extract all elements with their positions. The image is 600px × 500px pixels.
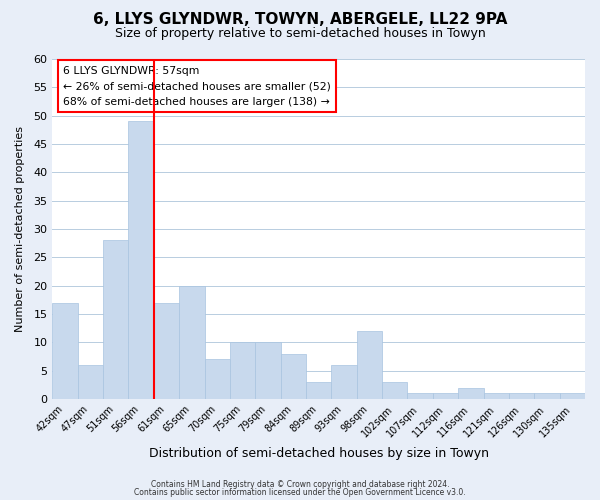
Bar (484, 394, 509, 399)
Bar (560, 394, 585, 399)
Bar (382, 382, 407, 399)
Text: Size of property relative to semi-detached houses in Towyn: Size of property relative to semi-detach… (115, 28, 485, 40)
Bar (205, 360, 230, 399)
Bar (281, 354, 306, 399)
Bar (534, 394, 560, 399)
Bar (331, 365, 357, 399)
Bar (179, 286, 205, 399)
X-axis label: Distribution of semi-detached houses by size in Towyn: Distribution of semi-detached houses by … (149, 447, 488, 460)
Text: Contains public sector information licensed under the Open Government Licence v3: Contains public sector information licen… (134, 488, 466, 497)
Text: 6 LLYS GLYNDWR: 57sqm
← 26% of semi-detached houses are smaller (52)
68% of semi: 6 LLYS GLYNDWR: 57sqm ← 26% of semi-deta… (63, 66, 331, 107)
Bar (52, 302, 77, 399)
Bar (458, 388, 484, 399)
Bar (509, 394, 534, 399)
Bar (77, 365, 103, 399)
Bar (306, 382, 331, 399)
Bar (255, 342, 281, 399)
Bar (433, 394, 458, 399)
Y-axis label: Number of semi-detached properties: Number of semi-detached properties (15, 126, 25, 332)
Bar (154, 302, 179, 399)
Bar (128, 122, 154, 399)
Bar (103, 240, 128, 399)
Bar (357, 331, 382, 399)
Text: 6, LLYS GLYNDWR, TOWYN, ABERGELE, LL22 9PA: 6, LLYS GLYNDWR, TOWYN, ABERGELE, LL22 9… (93, 12, 507, 28)
Bar (407, 394, 433, 399)
Bar (230, 342, 255, 399)
Text: Contains HM Land Registry data © Crown copyright and database right 2024.: Contains HM Land Registry data © Crown c… (151, 480, 449, 489)
